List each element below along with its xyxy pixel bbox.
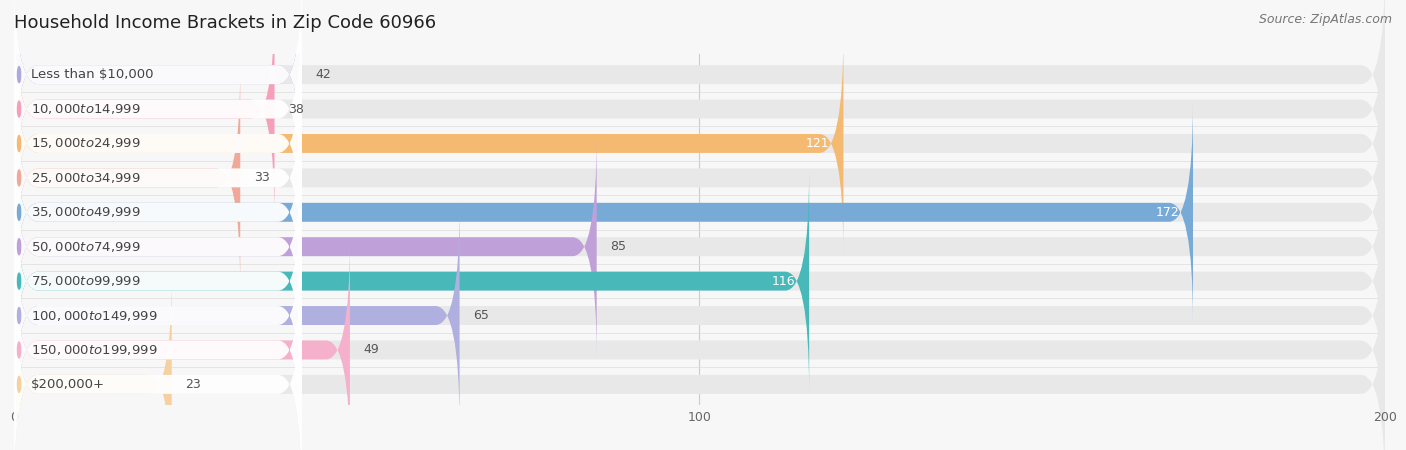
FancyBboxPatch shape xyxy=(14,32,844,254)
FancyBboxPatch shape xyxy=(14,101,1385,323)
Text: 38: 38 xyxy=(288,103,304,116)
FancyBboxPatch shape xyxy=(14,32,302,254)
Circle shape xyxy=(17,273,21,289)
Circle shape xyxy=(17,308,21,324)
FancyBboxPatch shape xyxy=(14,136,596,358)
FancyBboxPatch shape xyxy=(14,0,302,220)
Text: 172: 172 xyxy=(1156,206,1180,219)
FancyBboxPatch shape xyxy=(14,273,302,450)
Text: 121: 121 xyxy=(806,137,830,150)
FancyBboxPatch shape xyxy=(14,239,1385,450)
FancyBboxPatch shape xyxy=(14,239,302,450)
FancyBboxPatch shape xyxy=(14,205,460,427)
Text: $200,000+: $200,000+ xyxy=(31,378,105,391)
Text: 23: 23 xyxy=(186,378,201,391)
Text: 65: 65 xyxy=(474,309,489,322)
FancyBboxPatch shape xyxy=(14,170,810,392)
FancyBboxPatch shape xyxy=(14,67,302,289)
Text: 85: 85 xyxy=(610,240,627,253)
Text: 49: 49 xyxy=(364,343,380,356)
Text: $15,000 to $24,999: $15,000 to $24,999 xyxy=(31,136,141,150)
Circle shape xyxy=(17,204,21,220)
Text: $10,000 to $14,999: $10,000 to $14,999 xyxy=(31,102,141,116)
FancyBboxPatch shape xyxy=(14,0,1385,185)
FancyBboxPatch shape xyxy=(14,0,274,220)
Circle shape xyxy=(17,135,21,151)
FancyBboxPatch shape xyxy=(14,67,1385,289)
FancyBboxPatch shape xyxy=(14,170,1385,392)
FancyBboxPatch shape xyxy=(14,67,240,289)
FancyBboxPatch shape xyxy=(14,136,1385,358)
Text: 116: 116 xyxy=(772,274,796,288)
Circle shape xyxy=(17,67,21,83)
Circle shape xyxy=(17,101,21,117)
Circle shape xyxy=(17,342,21,358)
Text: $25,000 to $34,999: $25,000 to $34,999 xyxy=(31,171,141,185)
Circle shape xyxy=(17,376,21,392)
Text: $35,000 to $49,999: $35,000 to $49,999 xyxy=(31,205,141,219)
Circle shape xyxy=(17,170,21,186)
FancyBboxPatch shape xyxy=(14,0,302,185)
FancyBboxPatch shape xyxy=(14,32,1385,254)
FancyBboxPatch shape xyxy=(14,101,1192,323)
Text: 42: 42 xyxy=(315,68,332,81)
FancyBboxPatch shape xyxy=(14,239,350,450)
FancyBboxPatch shape xyxy=(14,0,1385,220)
Text: $75,000 to $99,999: $75,000 to $99,999 xyxy=(31,274,141,288)
Text: Household Income Brackets in Zip Code 60966: Household Income Brackets in Zip Code 60… xyxy=(14,14,436,32)
FancyBboxPatch shape xyxy=(14,273,172,450)
FancyBboxPatch shape xyxy=(14,205,1385,427)
Text: $100,000 to $149,999: $100,000 to $149,999 xyxy=(31,309,157,323)
Text: Source: ZipAtlas.com: Source: ZipAtlas.com xyxy=(1258,14,1392,27)
FancyBboxPatch shape xyxy=(14,205,302,427)
FancyBboxPatch shape xyxy=(14,136,302,358)
FancyBboxPatch shape xyxy=(14,0,302,185)
Circle shape xyxy=(17,239,21,255)
Text: 33: 33 xyxy=(254,171,270,184)
FancyBboxPatch shape xyxy=(14,170,302,392)
Text: $50,000 to $74,999: $50,000 to $74,999 xyxy=(31,240,141,254)
FancyBboxPatch shape xyxy=(14,273,1385,450)
Text: Less than $10,000: Less than $10,000 xyxy=(31,68,153,81)
Text: $150,000 to $199,999: $150,000 to $199,999 xyxy=(31,343,157,357)
FancyBboxPatch shape xyxy=(14,101,302,323)
